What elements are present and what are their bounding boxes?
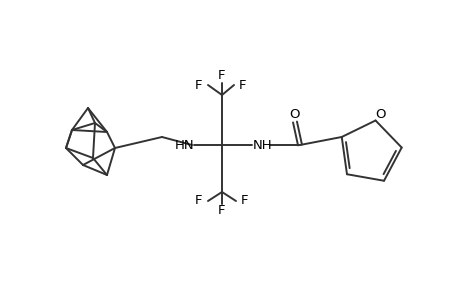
Text: F: F: [241, 194, 248, 208]
Text: HN: HN: [175, 139, 195, 152]
Text: F: F: [195, 79, 202, 92]
Text: O: O: [375, 108, 385, 121]
Text: F: F: [218, 205, 225, 218]
Text: F: F: [239, 79, 246, 92]
Text: F: F: [218, 68, 225, 82]
Text: F: F: [195, 194, 202, 208]
Text: O: O: [289, 107, 300, 121]
Text: NH: NH: [252, 139, 272, 152]
